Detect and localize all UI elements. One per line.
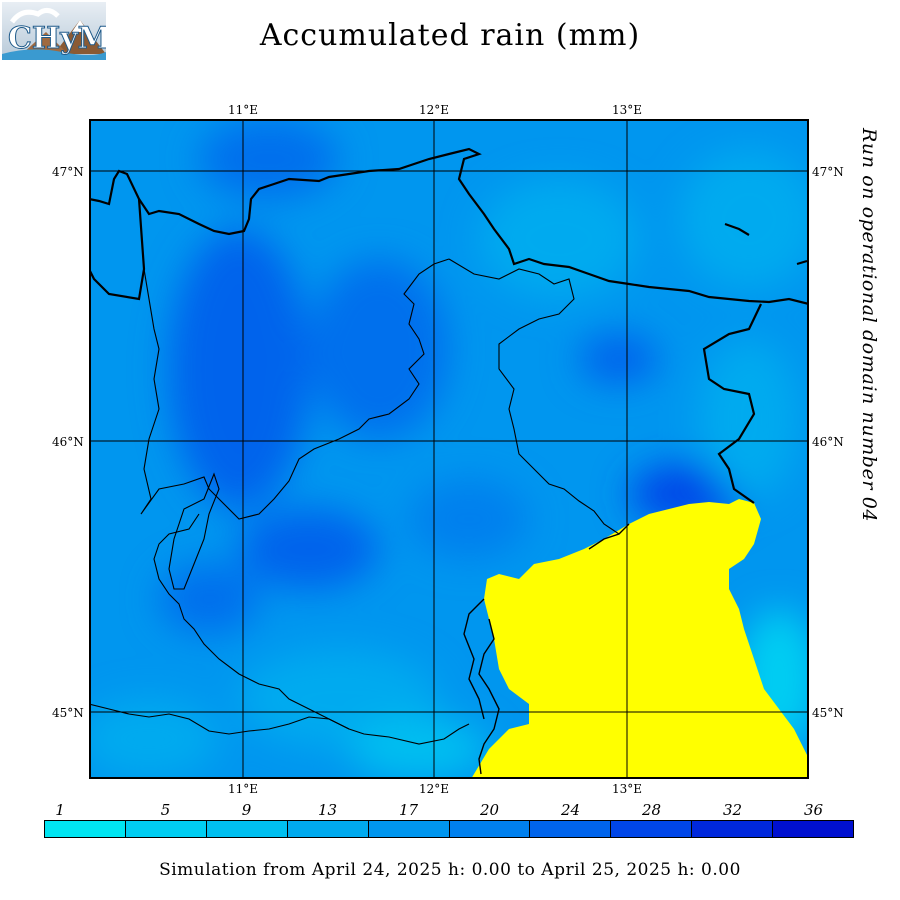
- simulation-period: Simulation from April 24, 2025 h: 0.00 t…: [159, 860, 741, 880]
- map-title: Accumulated rain (mm): [259, 18, 641, 53]
- lon-label-bottom-13: 13°E: [612, 782, 643, 796]
- colorbar: [44, 820, 854, 838]
- lat-label-right-45: 45°N: [812, 706, 844, 720]
- sea-area: [471, 499, 809, 779]
- colorbar-label-1: 1: [55, 801, 65, 819]
- colorbar-swatch-6: [449, 821, 531, 837]
- rain-map: [89, 119, 809, 779]
- side-run-label: Run on operational domain number 04: [858, 128, 880, 523]
- country-borders: [89, 147, 809, 504]
- lon-label-top-12: 12°E: [419, 103, 450, 117]
- colorbar-label-5: 5: [160, 801, 171, 819]
- colorbar-swatch-3: [206, 821, 288, 837]
- lat-label-left-47: 47°N: [52, 165, 84, 179]
- lon-label-top-13: 13°E: [612, 103, 643, 117]
- colorbar-swatch-1: [45, 821, 126, 837]
- colorbar-swatch-5: [368, 821, 450, 837]
- coast-detail: [463, 523, 630, 775]
- lon-label-top-11: 11°E: [228, 103, 259, 117]
- lon-label-bottom-12: 12°E: [419, 782, 450, 796]
- colorbar-swatch-10: [773, 821, 854, 837]
- colorbar-label-9: 9: [241, 801, 252, 819]
- lat-label-left-45: 45°N: [52, 706, 84, 720]
- regional-borders: [89, 258, 620, 745]
- colorbar-label-17: 17: [398, 801, 419, 819]
- lat-lon-grid: [89, 119, 809, 779]
- colorbar-label-32: 32: [722, 801, 743, 819]
- svg-text:CHyM: CHyM: [8, 21, 106, 56]
- lat-label-left-46: 46°N: [52, 435, 84, 449]
- colorbar-swatch-9: [692, 821, 774, 837]
- colorbar-swatch-8: [611, 821, 693, 837]
- colorbar-label-28: 28: [641, 801, 662, 819]
- lat-label-right-46: 46°N: [812, 435, 844, 449]
- colorbar-swatch-4: [287, 821, 369, 837]
- colorbar-swatch-2: [125, 821, 207, 837]
- lon-label-bottom-11: 11°E: [228, 782, 259, 796]
- colorbar-label-13: 13: [317, 801, 338, 819]
- chym-logo: CHyM: [2, 2, 106, 60]
- colorbar-label-20: 20: [479, 801, 500, 819]
- colorbar-swatch-7: [530, 821, 612, 837]
- colorbar-label-24: 24: [560, 801, 581, 819]
- lat-label-right-47: 47°N: [812, 165, 844, 179]
- colorbar-label-36: 36: [803, 801, 824, 819]
